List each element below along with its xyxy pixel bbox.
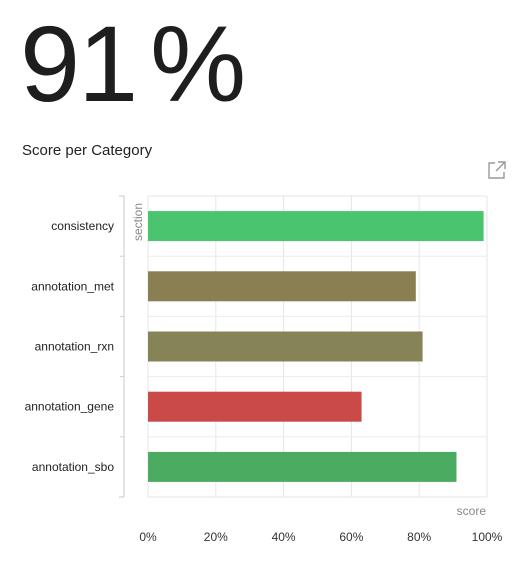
x-tick-label: 20% [204,530,228,544]
overall-score-value: 91 [20,3,138,124]
category-label: annotation_rxn [35,340,114,354]
y-axis-title: section [131,203,145,241]
category-label: annotation_sbo [32,460,114,474]
x-tick-label: 60% [339,530,363,544]
overall-score-percent: % [150,3,246,124]
category-label: annotation_gene [25,400,115,414]
overall-score: 91% [20,3,246,124]
x-tick-label: 0% [139,530,157,544]
bar-annotation-sbo [148,451,457,482]
x-tick-label: 80% [407,530,431,544]
category-label: annotation_met [31,279,114,293]
bar-annotation-gene [148,391,362,422]
bar-annotation-met [148,271,416,302]
category-label: consistency [51,219,114,233]
x-axis-title: score [457,504,487,518]
x-tick-label: 40% [272,530,296,544]
bar-annotation-rxn [148,331,423,362]
x-tick-label: 100% [472,530,503,544]
bar-consistency [148,211,484,242]
chart-title: Score per Category [22,142,153,159]
external-link-icon[interactable] [486,159,508,181]
